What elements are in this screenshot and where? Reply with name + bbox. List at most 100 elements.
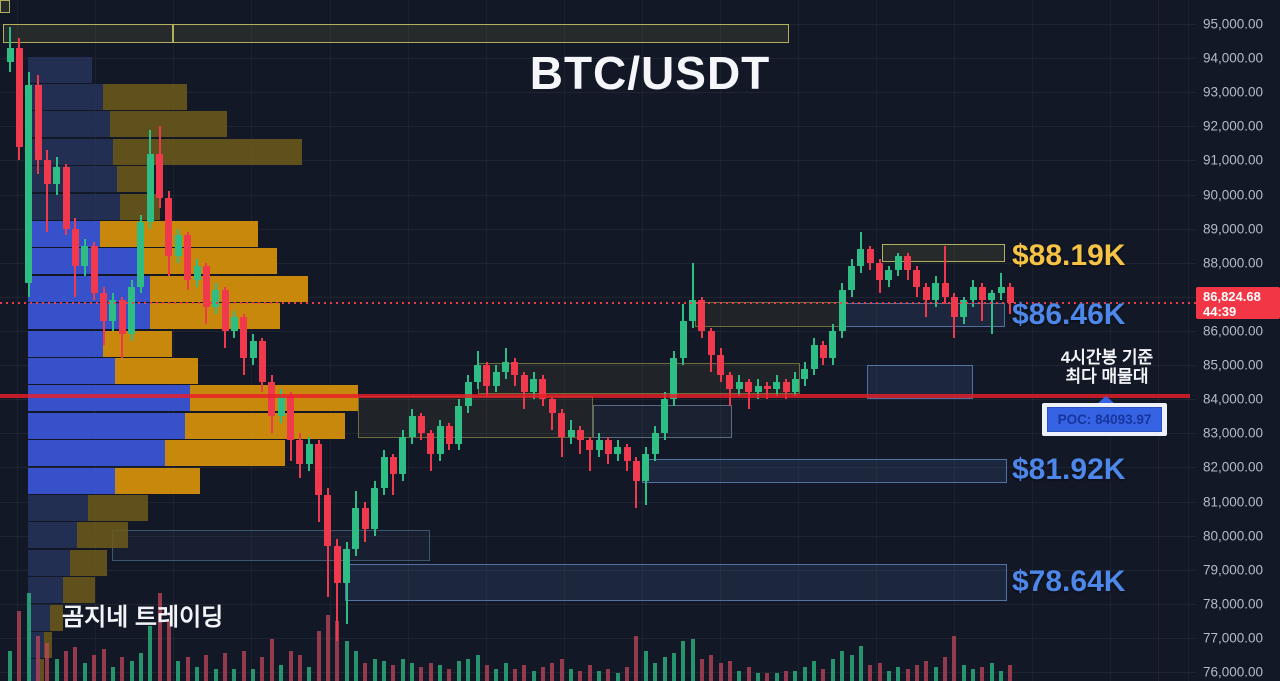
candle-bearish: [62, 167, 70, 229]
candle-bearish: [978, 286, 986, 301]
candle-bullish: [661, 399, 668, 434]
candle-bullish: [651, 433, 659, 454]
price-axis-label: 89,000.00: [1203, 221, 1264, 237]
volume-bar: [185, 657, 190, 681]
volume-bar: [166, 621, 171, 681]
price-axis-label: 85,000.00: [1203, 357, 1264, 373]
candle-wick: [588, 436, 591, 471]
v-gridline: [1032, 0, 1033, 681]
volume-bar: [522, 665, 527, 681]
profile-buy-bar: [28, 549, 70, 576]
volume-bar: [335, 621, 340, 681]
candle-bearish: [604, 440, 612, 454]
volume-bar: [961, 665, 966, 681]
price-level-label: $81.92K: [1012, 453, 1126, 487]
candle-bullish: [277, 395, 285, 417]
volume-bar: [709, 655, 714, 681]
volume-bar: [681, 641, 686, 681]
volume-bar: [569, 669, 573, 681]
candle-bullish: [352, 508, 360, 550]
volume-bar: [812, 661, 817, 681]
volume-bar: [428, 663, 433, 681]
volume-bar: [802, 667, 807, 681]
candle-bullish: [754, 385, 762, 393]
volume-bar: [840, 651, 845, 681]
volume-bar: [756, 673, 760, 681]
v-gridline: [330, 0, 331, 681]
candle-bearish: [913, 269, 921, 287]
volume-bar: [8, 651, 12, 681]
volume-bar: [176, 661, 181, 681]
profile-buy-bar: [28, 604, 50, 631]
candle-bullish: [642, 453, 650, 482]
volume-bar: [195, 667, 199, 681]
candle-bullish: [81, 245, 89, 267]
candle-bullish: [670, 358, 678, 400]
candle-bullish: [146, 153, 154, 222]
volume-bar: [868, 665, 873, 681]
candle-bearish: [258, 341, 266, 383]
volume-bar: [914, 665, 919, 681]
h-gridline: [0, 467, 1196, 469]
current-price-dotted-line: [0, 301, 1196, 304]
candle-bullish: [689, 300, 697, 321]
price-axis-label: 81,000.00: [1203, 494, 1264, 510]
poc-price-line[interactable]: [0, 394, 1190, 398]
candle-bearish: [118, 300, 126, 335]
candle-bearish: [90, 245, 98, 294]
volume-bar: [597, 671, 602, 681]
volume-bar: [727, 661, 732, 681]
candle-bullish: [829, 330, 837, 359]
volume-bar: [559, 659, 564, 681]
price-axis-label: 84,000.00: [1203, 391, 1264, 407]
candle-wick: [579, 426, 582, 454]
candle-bullish: [128, 286, 136, 335]
candle-bearish: [707, 330, 715, 355]
profile-buy-bar: [28, 522, 77, 549]
volume-bar: [578, 671, 583, 681]
volume-bar: [297, 655, 302, 681]
h-gridline: [0, 501, 1196, 503]
candle-bearish: [698, 300, 706, 331]
volume-bar: [372, 659, 377, 681]
volume-bar: [64, 651, 69, 681]
volume-bar: [204, 655, 209, 681]
current-price-value: 86,824.68: [1203, 289, 1261, 304]
volume-bar: [120, 657, 125, 681]
profile-buy-bar: [28, 494, 88, 521]
candle-bullish: [230, 317, 238, 331]
profile-sell-bar: [165, 440, 285, 467]
candle-bullish: [679, 320, 687, 359]
volume-bar: [400, 659, 405, 681]
candle-bullish: [137, 221, 145, 287]
candle-wick: [46, 150, 49, 233]
candle-wick: [766, 382, 769, 400]
candle-bearish: [427, 433, 435, 454]
price-axis-label: 77,000.00: [1203, 630, 1264, 646]
profile-sell-bar: [50, 604, 63, 631]
volume-bar: [410, 663, 415, 681]
volume-bar: [353, 651, 358, 681]
volume-bar: [886, 671, 891, 681]
candle-bearish: [726, 375, 734, 389]
candle-bearish: [819, 344, 827, 359]
profile-sell-bar: [115, 467, 200, 494]
candle-bullish: [960, 300, 968, 318]
volume-bar: [662, 657, 667, 681]
price-level-label: $86.46K: [1012, 298, 1126, 332]
volume-bar: [138, 653, 143, 681]
volume-bar: [110, 667, 115, 681]
volume-bar: [36, 636, 41, 681]
h-gridline: [0, 637, 1196, 639]
candle-bearish: [1006, 286, 1014, 303]
candle-bullish: [894, 255, 902, 270]
price-axis-label: 83,000.00: [1203, 425, 1264, 441]
candle-bearish: [240, 317, 248, 359]
volume-bar: [793, 671, 798, 681]
candle-bearish: [71, 228, 79, 267]
chart-title: BTC/USDT: [529, 47, 771, 99]
